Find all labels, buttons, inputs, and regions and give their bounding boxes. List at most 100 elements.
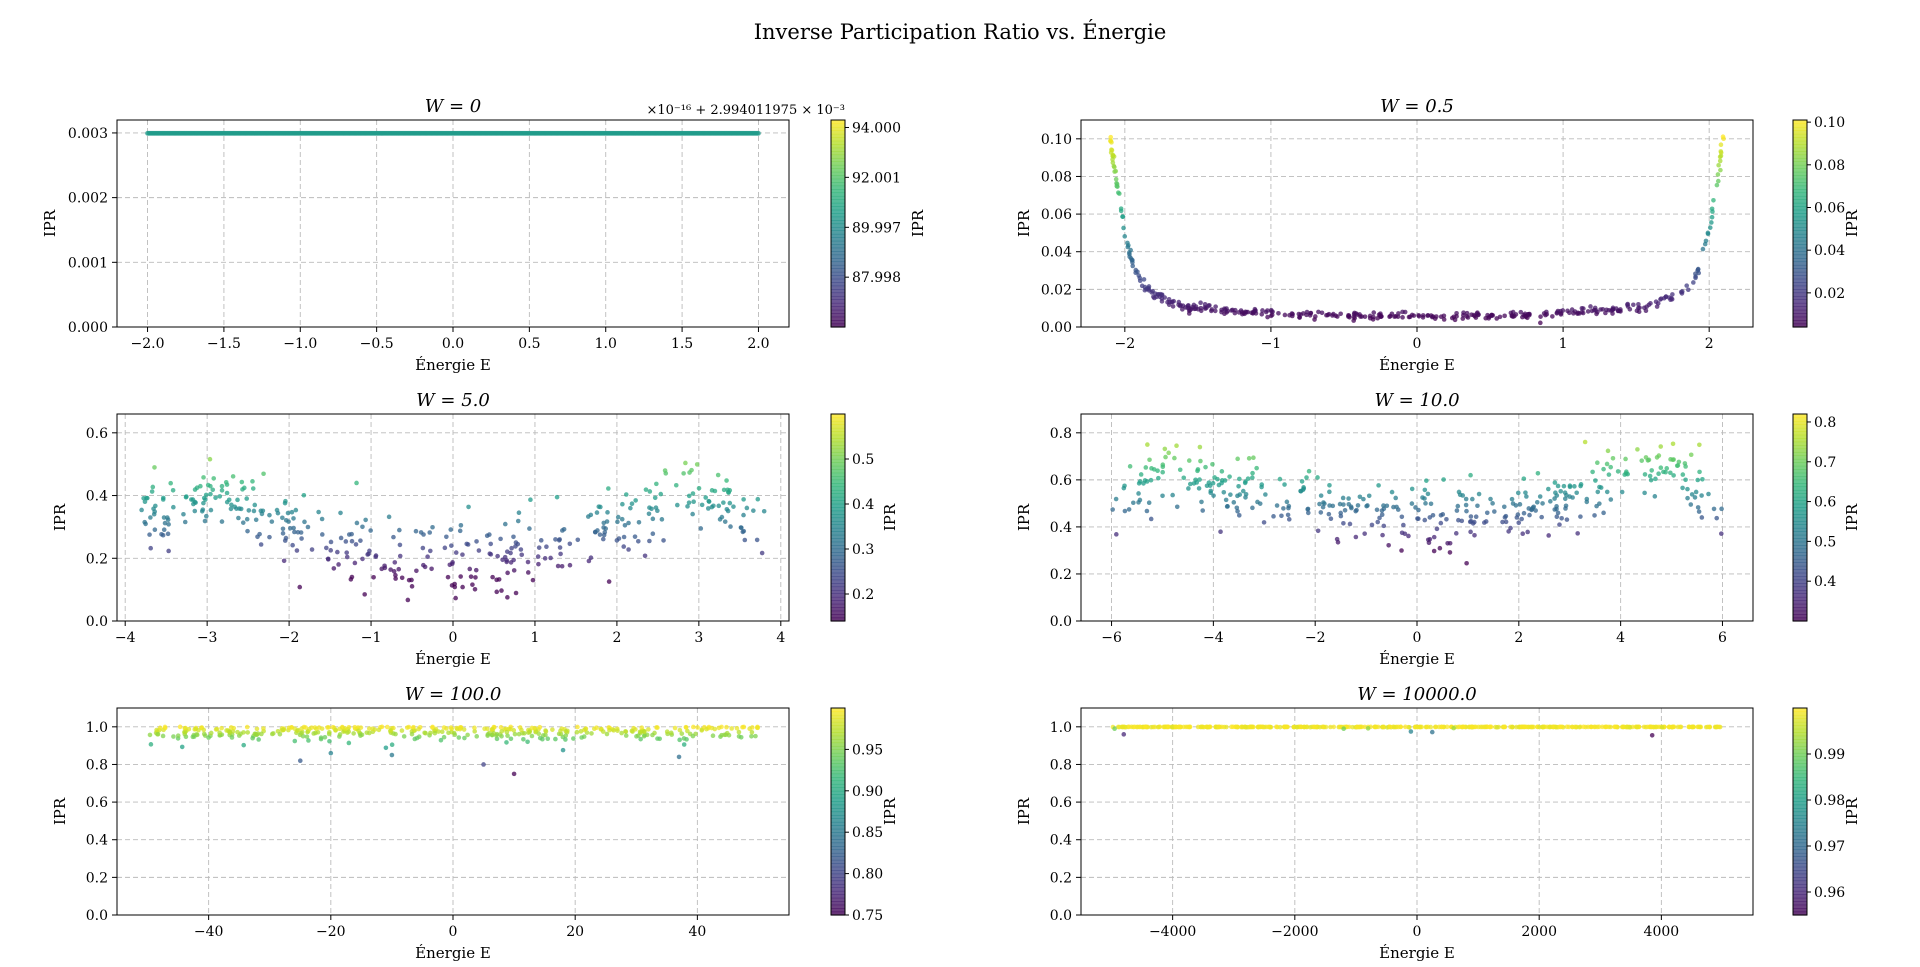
data-point (1353, 534, 1359, 540)
x-tick-label: −4 (115, 630, 136, 646)
data-point (1196, 486, 1202, 491)
colorbar-segment (1793, 455, 1807, 460)
data-point (427, 548, 433, 554)
colorbar-segment (831, 438, 845, 443)
colorbar-segment (1793, 476, 1807, 481)
data-point (336, 562, 341, 567)
colorbar-segment (831, 261, 845, 266)
data-point (1376, 483, 1381, 488)
data-point (1425, 491, 1431, 497)
data-point (1282, 482, 1287, 487)
data-point (494, 577, 499, 583)
data-point (1555, 510, 1561, 516)
data-point (1254, 465, 1259, 471)
data-point (633, 498, 638, 503)
data-point (1235, 508, 1240, 514)
data-point (1356, 724, 1362, 730)
colorbar-segment (831, 195, 845, 200)
y-axis-label: IPR (1015, 503, 1033, 531)
data-point (1668, 470, 1673, 476)
data-point (1422, 496, 1427, 501)
data-point (538, 538, 544, 543)
data-point (150, 484, 156, 490)
colorbar-segment (1793, 770, 1807, 775)
data-point (337, 726, 342, 732)
colorbar-segment (831, 894, 845, 899)
colorbar-segment (1793, 216, 1807, 221)
data-point (1334, 536, 1340, 542)
colorbar-segment (1793, 258, 1807, 263)
colorbar-segment (1793, 178, 1807, 183)
colorbar-segment (1793, 814, 1807, 819)
colorbar-label: IPR (909, 209, 927, 237)
colorbar-segment (831, 908, 845, 913)
data-point (601, 520, 607, 526)
data-point (1709, 214, 1715, 220)
data-point (428, 730, 433, 736)
data-point (622, 522, 628, 528)
data-point (749, 734, 754, 739)
data-point (343, 539, 349, 544)
colorbar-segment (831, 586, 845, 591)
data-point (456, 735, 462, 740)
colorbar-segment (1793, 168, 1807, 173)
data-point (1555, 483, 1561, 489)
data-point (509, 545, 514, 551)
data-point (544, 544, 549, 550)
colorbar-segment (1793, 565, 1807, 570)
colorbar-segment (1793, 271, 1807, 276)
colorbar-segment (1793, 254, 1807, 259)
data-point (650, 531, 656, 536)
data-point (1483, 519, 1489, 524)
data-point (1680, 472, 1686, 477)
data-point (1717, 158, 1723, 164)
data-point (741, 497, 746, 502)
colorbar-segment (831, 226, 845, 231)
data-point (1473, 724, 1479, 730)
data-point (299, 726, 304, 731)
data-point (623, 492, 629, 497)
y-tick-label: 0.6 (1050, 795, 1072, 811)
data-point (393, 572, 398, 578)
colorbar-segment (831, 503, 845, 508)
data-point (1235, 724, 1240, 730)
data-point (1469, 724, 1474, 730)
colorbar-segment (831, 420, 845, 425)
data-point (444, 534, 449, 540)
subplot-4: −6 −4 −2 0 2 4 60.00.20.40.60.8W = 10.0Énergie… (1015, 390, 1861, 668)
x-tick-label: −2 (279, 630, 300, 646)
colorbar-segment (1793, 790, 1807, 795)
data-point (712, 726, 718, 732)
colorbar-segment (831, 285, 845, 290)
colorbar-segment (1793, 144, 1807, 149)
colorbar-frame (1792, 119, 1808, 328)
colorbar-segment (1793, 558, 1807, 563)
data-point (1160, 464, 1166, 470)
data-point (227, 729, 232, 735)
data-point (301, 492, 307, 498)
data-point (1711, 506, 1717, 512)
y-tick-label: 0.06 (1041, 207, 1072, 223)
data-point (1162, 295, 1167, 300)
colorbar-segment (1793, 417, 1807, 422)
colorbar-tick-label: 0.4 (1814, 574, 1836, 590)
data-point (559, 563, 565, 569)
data-point (388, 567, 393, 572)
data-point (368, 528, 373, 533)
data-points (1110, 724, 1723, 738)
x-tick-label: 0 (1413, 336, 1422, 352)
data-point (495, 553, 500, 559)
data-point (1509, 496, 1515, 502)
colorbar-segment (1793, 137, 1807, 142)
data-point (1426, 540, 1432, 546)
colorbar-segment (831, 814, 845, 819)
colorbar-segment (1793, 756, 1807, 761)
data-point (668, 730, 674, 736)
colorbar-segment (1793, 880, 1807, 885)
colorbar-frame (830, 119, 846, 328)
data-point (386, 514, 392, 520)
data-point (470, 582, 475, 587)
data-point (333, 727, 338, 733)
data-point (397, 553, 403, 559)
data-point (636, 519, 642, 525)
